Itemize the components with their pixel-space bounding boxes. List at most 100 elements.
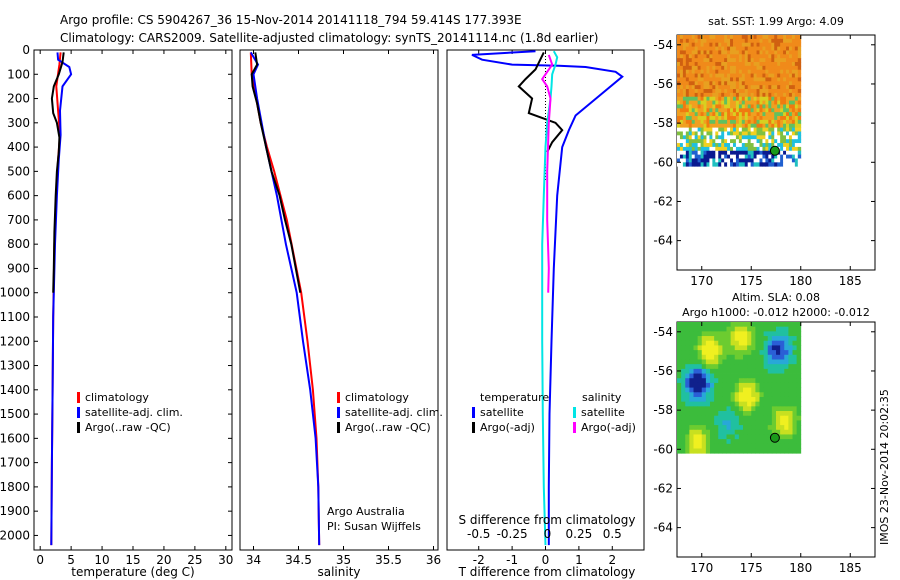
map-cell [697,396,703,403]
map-cell [722,448,727,454]
map-cell [703,54,707,59]
map-cell [697,401,703,407]
map-cell [727,116,731,121]
map-cell [701,443,707,449]
map-cell [682,77,687,82]
series-line-argo-adj-temperature- [517,51,564,153]
map-cell [700,135,704,140]
map-cell [763,415,769,421]
map-cell [710,373,715,379]
map-cell [679,100,684,105]
map-cell [788,73,793,78]
map-cell [750,73,755,78]
y-tick-label: 700 [7,213,30,227]
map-cell [741,50,746,55]
map-cell [767,429,773,435]
map-cell [741,162,746,167]
map-cell [735,162,740,167]
map-cell [759,92,763,98]
map-cell [688,100,693,105]
map-cell [682,38,687,44]
map-cell [705,392,711,398]
map-cell [796,443,802,449]
map-cell [709,35,713,40]
map-cell [756,38,760,44]
map-cell [706,89,710,94]
map-cell [694,65,699,71]
map-cell [697,116,701,121]
map-cell [689,434,694,440]
map-cell [794,139,799,144]
map-cell [677,382,682,389]
map-cell [677,139,681,144]
legend-label: Argo(..raw -QC) [345,421,431,434]
map-cell [783,143,787,148]
map-cell [721,158,725,163]
map-cell [751,429,756,435]
map-cell [682,54,687,59]
map-cell [744,35,749,40]
map-cell [796,350,802,356]
map-cell [691,112,696,117]
map-cell [677,336,682,342]
map-cell [756,104,760,109]
map-cell [759,448,765,454]
map-cell [774,62,778,67]
map-cell [718,340,723,346]
map-cell [747,89,752,94]
map-cell [694,146,699,152]
map-cell [730,104,734,109]
map-cell [721,162,725,167]
map-cell [694,104,699,109]
map-cell [788,322,793,328]
map-cell [788,411,793,417]
map-cell [788,345,793,351]
map-cell [786,92,790,98]
map-cell [792,411,798,417]
map-cell [759,127,763,132]
map-cell [727,38,731,44]
legend-swatch [472,422,475,433]
map-cell [700,104,704,109]
map-cell [710,350,715,356]
map-cell [753,162,757,167]
map-cell [796,368,802,374]
map-cell [706,69,710,74]
map-cell [759,406,765,412]
map-cell [681,359,686,365]
map-cell [780,340,785,346]
map-cell [784,359,789,365]
map-cell [777,58,781,63]
map-cell [730,162,734,167]
map-cell [730,65,734,71]
map-cell [677,50,681,55]
map-cell [697,81,701,86]
map-cell [768,143,772,148]
map-cell [738,139,743,144]
map-cell [693,340,699,346]
map-cell [730,112,734,117]
map-cell [780,81,784,86]
map-cell [771,92,775,98]
map-cell [741,35,746,40]
map-cell [712,158,716,163]
map-cell [741,131,746,136]
map-cell [796,364,802,370]
map-cell [747,96,752,102]
map-cell [732,96,737,102]
map-cell [765,46,769,51]
map-cell [714,392,719,398]
map-cell [744,162,749,167]
map-cell [709,73,713,78]
map-cell [718,336,723,342]
map-cell [703,46,707,51]
map-cell [705,336,711,342]
map-cell [753,81,757,86]
map-cell [755,331,760,337]
map-cell [738,154,743,159]
map-cell [685,62,690,67]
map-cell [797,85,802,90]
map-cell [721,108,725,113]
map-cell [735,58,740,63]
map-cell [786,131,790,136]
